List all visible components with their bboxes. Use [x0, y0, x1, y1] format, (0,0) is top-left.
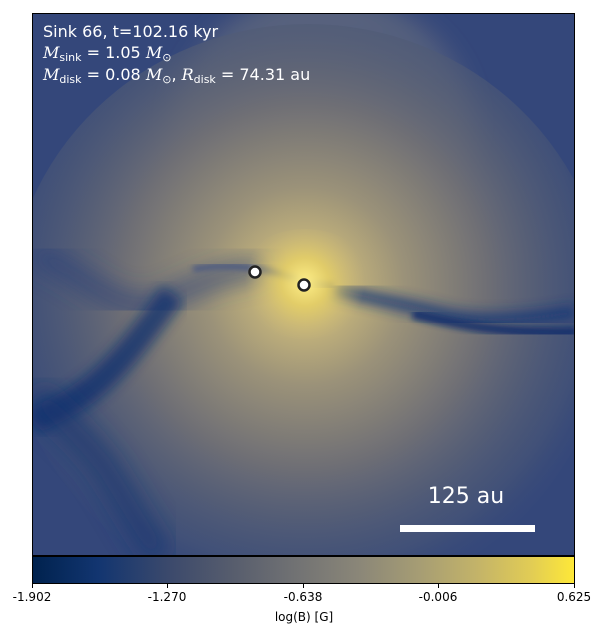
colorbar-tick-label: -1.902 — [12, 590, 52, 604]
scalebar-label: 125 au — [427, 484, 505, 509]
sink-marker-a — [248, 265, 262, 279]
colorbar — [32, 556, 575, 584]
title-line: Sink 66, t=102.16 kyr — [43, 22, 219, 41]
colorbar-tick — [438, 584, 439, 588]
colorbar-tick — [574, 584, 575, 588]
colorbar-tick-label: 0.625 — [556, 590, 592, 604]
colorbar-tick-label: -1.270 — [147, 590, 187, 604]
colorbar-tick-label: -0.006 — [418, 590, 458, 604]
colorbar-tick — [32, 584, 33, 588]
scalebar — [400, 525, 535, 532]
colorbar-tick — [167, 584, 168, 588]
field-image — [33, 14, 574, 555]
sink-marker-b — [297, 278, 311, 292]
colorbar-tick — [303, 584, 304, 588]
colorbar-tick-label: -0.638 — [283, 590, 323, 604]
disk-line: Mdisk = 0.08 M⊙, Rdisk = 74.31 au — [43, 65, 311, 86]
magnetic-field-map: Sink 66, t=102.16 kyr Msink = 1.05 M⊙ Md… — [32, 13, 575, 556]
sink-mass-line: Msink = 1.05 M⊙ — [43, 43, 172, 64]
colorbar-label: log(B) [G] — [274, 610, 334, 624]
